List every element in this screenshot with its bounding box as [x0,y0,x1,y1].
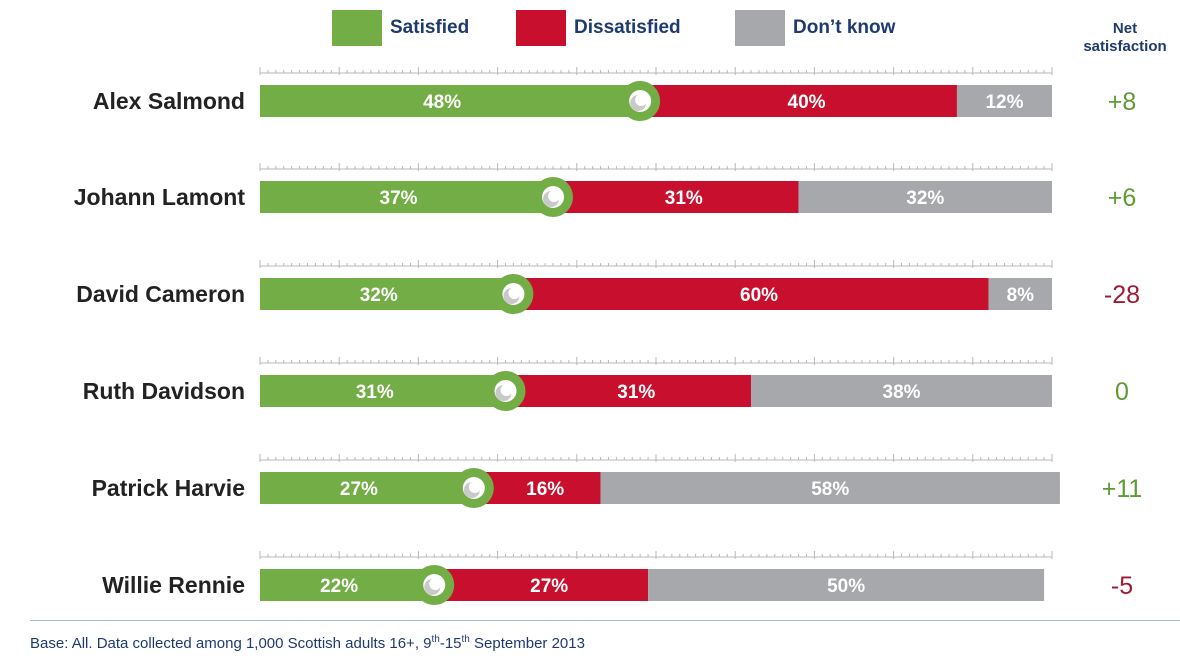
bar-dont-know-3 [988,278,1052,310]
boundary-marker-highlight-1 [635,94,648,106]
value-label-satisfied-5: 27% [340,479,378,500]
legend-item-satisfied: Satisfied [332,10,469,46]
leader-name-6: Willie Rennie [102,572,245,598]
value-label-dissatisfied-6: 27% [530,576,568,597]
legend-swatch-dont-know [735,10,785,46]
value-label-dont-know-5: 58% [811,479,849,500]
value-label-dissatisfied-2: 31% [665,188,703,209]
value-label-dont-know-4: 38% [883,382,921,403]
legend-item-dissatisfied: Dissatisfied [516,10,681,46]
bar-dont-know-2 [798,181,1052,213]
bar-dissatisfied-3 [513,278,989,310]
legend: Satisfied Dissatisfied Don’t know [0,10,1180,50]
bar-satisfied-3 [260,278,514,310]
legend-swatch-satisfied [332,10,382,46]
satisfaction-chart: Alex Salmond 48% 40% 12% +8 Johann Lamont 37% 3… [74,67,1143,605]
footnote-text-a: Base: All. Data collected among 1,000 Sc… [30,635,432,652]
bar-dissatisfied-5 [473,472,601,504]
value-label-satisfied-6: 22% [320,576,358,597]
leader-name-1: Alex Salmond [93,88,245,114]
bar-dont-know-6 [648,569,1045,601]
footer-divider [30,620,1180,621]
bar-dissatisfied-6 [434,569,649,601]
value-label-dont-know-6: 50% [827,576,865,597]
value-label-dissatisfied-5: 16% [526,479,564,500]
bar-dont-know-1 [956,85,1052,117]
boundary-marker-highlight-5 [468,481,481,493]
bar-dissatisfied-2 [553,181,799,213]
bar-dissatisfied-4 [505,375,752,407]
value-label-dissatisfied-3: 60% [740,285,778,306]
boundary-marker-highlight-6 [429,578,442,590]
boundary-marker-highlight-4 [500,384,513,396]
boundary-marker-highlight-3 [508,287,521,299]
value-label-dissatisfied-1: 40% [788,92,826,113]
bar-satisfied-4 [260,375,506,407]
value-label-satisfied-1: 48% [423,92,461,113]
leader-name-3: David Cameron [76,281,245,307]
net-header-line2: satisfaction [1083,38,1167,55]
footnote: Base: All. Data collected among 1,000 Sc… [30,634,585,652]
bar-satisfied-1 [260,85,641,117]
legend-swatch-dissatisfied [516,10,566,46]
net-satisfaction-value-2: +6 [1108,184,1137,212]
legend-label-satisfied: Satisfied [390,17,470,38]
net-satisfaction-header: Net satisfaction [1070,20,1180,56]
footnote-sup-a: th [431,634,440,645]
value-label-dissatisfied-4: 31% [617,382,655,403]
net-satisfaction-value-6: -5 [1111,572,1133,600]
bar-satisfied-5 [260,472,474,504]
bar-dissatisfied-1 [640,85,957,117]
bar-satisfied-2 [260,181,554,213]
value-label-dont-know-3: 8% [1007,285,1035,306]
net-header-line1: Net [1112,20,1138,37]
leader-name-2: Johann Lamont [74,184,246,210]
net-satisfaction-value-5: +11 [1102,475,1143,503]
boundary-marker-highlight-2 [548,190,561,202]
footnote-sup-b: th [461,634,470,645]
footnote-text-b: -15 [439,635,462,652]
value-label-satisfied-3: 32% [360,285,398,306]
net-satisfaction-value-1: +8 [1108,88,1137,116]
net-satisfaction-value-3: -28 [1104,281,1140,309]
leader-name-5: Patrick Harvie [92,475,245,501]
value-label-dont-know-1: 12% [985,92,1023,113]
bar-dont-know-4 [751,375,1052,407]
value-label-dont-know-2: 32% [906,188,944,209]
footnote-text-c: September 2013 [469,635,585,652]
bar-satisfied-6 [260,569,435,601]
legend-item-dont-know: Don’t know [735,10,895,46]
value-label-satisfied-2: 37% [380,188,418,209]
bar-dont-know-5 [600,472,1060,504]
value-label-satisfied-4: 31% [356,382,394,403]
net-satisfaction-value-4: 0 [1115,378,1129,406]
legend-label-dont-know: Don’t know [793,17,896,38]
legend-label-dissatisfied: Dissatisfied [574,17,681,38]
leader-name-4: Ruth Davidson [83,378,245,404]
